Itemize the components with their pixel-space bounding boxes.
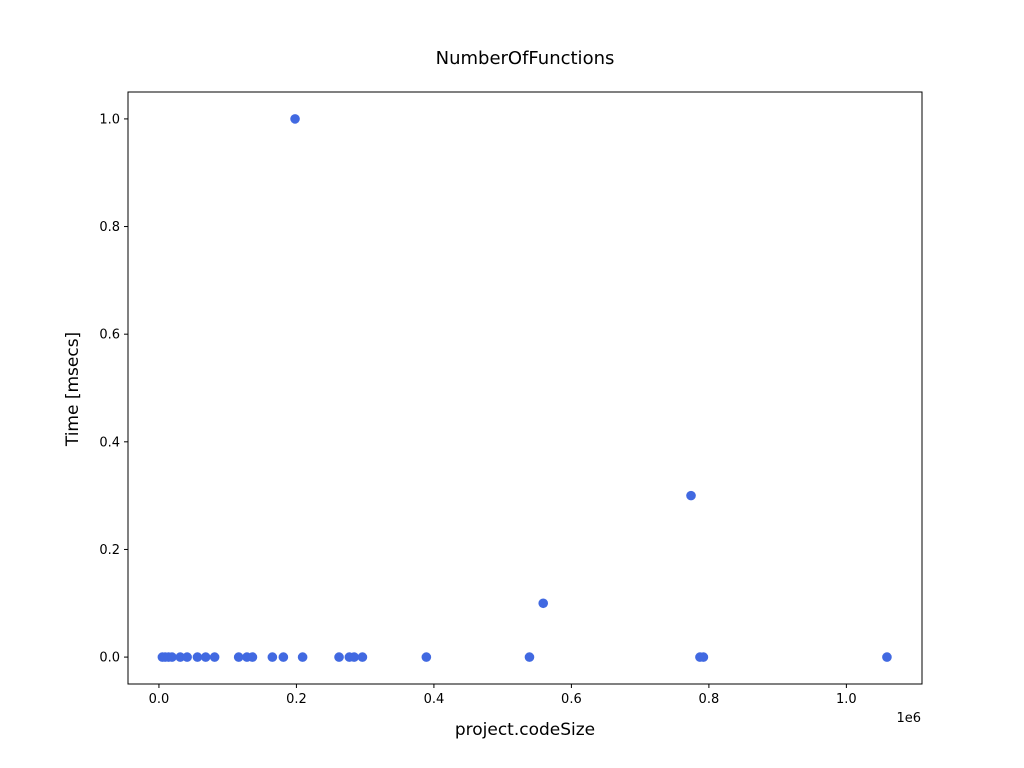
y-tick-label: 0.2 bbox=[99, 543, 120, 558]
data-point bbox=[209, 652, 220, 662]
data-point bbox=[421, 652, 432, 662]
data-point bbox=[278, 652, 289, 662]
data-point bbox=[349, 652, 359, 662]
data-point bbox=[233, 652, 244, 662]
data-points bbox=[157, 114, 892, 662]
y-tick-label: 0.8 bbox=[99, 220, 120, 235]
data-point bbox=[290, 114, 300, 124]
data-point bbox=[538, 598, 549, 609]
y-tick-label: 0.4 bbox=[99, 435, 120, 450]
y-tick-label: 0.6 bbox=[99, 328, 120, 343]
x-axis-label: project.codeSize bbox=[455, 720, 595, 740]
x-tick-label: 0.8 bbox=[699, 692, 720, 707]
x-axis-offset-label: 1e6 bbox=[896, 711, 921, 726]
data-point bbox=[686, 490, 696, 501]
data-point bbox=[200, 652, 211, 662]
x-tick-label: 0.0 bbox=[149, 692, 170, 707]
y-tick-label: 0.0 bbox=[99, 651, 120, 666]
data-point bbox=[297, 652, 308, 662]
x-tick-label: 1.0 bbox=[836, 692, 857, 707]
axis-ticks: 0.0 0.2 0.4 0.6 0.8 1.0 0.0 0.2 0.4 0.6 0.8 1.0 bbox=[99, 112, 856, 707]
data-point bbox=[167, 652, 177, 662]
data-point bbox=[182, 652, 192, 662]
data-point bbox=[698, 652, 709, 662]
x-tick-label: 0.6 bbox=[561, 692, 582, 707]
data-point bbox=[357, 652, 368, 662]
data-point bbox=[882, 652, 892, 662]
data-point bbox=[192, 652, 203, 662]
data-point bbox=[247, 652, 258, 662]
x-tick-label: 0.4 bbox=[424, 692, 445, 707]
y-axis-label: Time [msecs] bbox=[63, 332, 83, 447]
x-tick-label: 0.2 bbox=[286, 692, 307, 707]
chart-title: NumberOfFunctions bbox=[436, 48, 615, 69]
data-point bbox=[334, 652, 344, 662]
data-point bbox=[524, 652, 535, 662]
y-tick-label: 1.0 bbox=[99, 112, 120, 127]
plot-frame bbox=[127, 91, 923, 685]
data-point bbox=[267, 652, 278, 662]
data-point bbox=[175, 652, 186, 662]
